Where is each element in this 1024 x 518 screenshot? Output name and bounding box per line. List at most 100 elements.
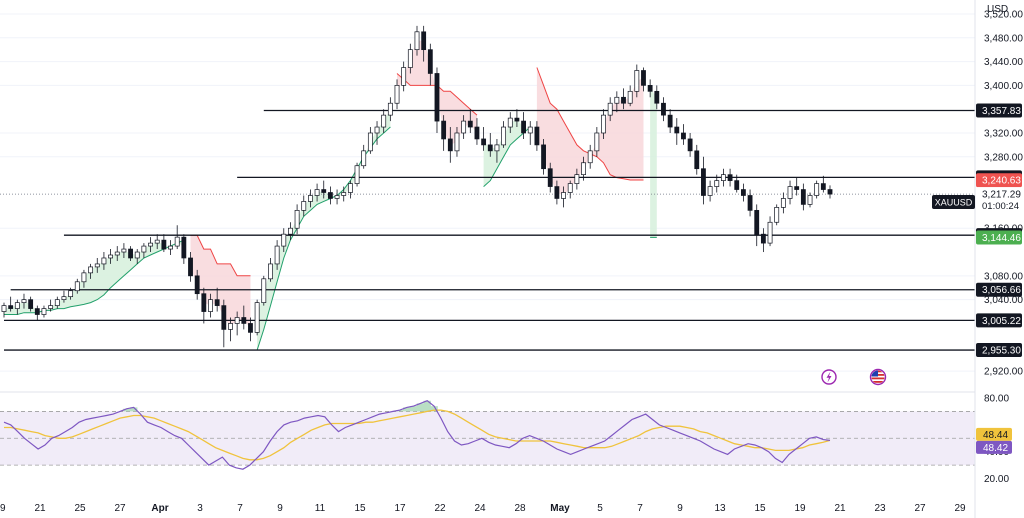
candle (487, 132, 493, 157)
candle (454, 127, 460, 157)
candle-body (101, 257, 107, 265)
time-tick-label: May (550, 503, 570, 514)
candle (481, 127, 487, 151)
rsi-band (0, 411, 975, 466)
candle-body (421, 31, 427, 51)
candle (374, 121, 380, 145)
candle (641, 67, 646, 92)
candle-body (34, 308, 40, 315)
time-tick-label: 19 (794, 503, 806, 514)
price-tick-label: 3,400.00 (984, 81, 1023, 92)
trailing-stop-area (190, 235, 251, 328)
candle (41, 305, 47, 318)
candle (461, 115, 467, 139)
candle-body (587, 150, 593, 164)
candle (820, 175, 826, 193)
candle (161, 234, 167, 253)
candle (581, 156, 586, 181)
candle-body (321, 189, 327, 193)
candle (101, 252, 107, 270)
candle-body (327, 192, 333, 199)
us-flag-event-icon[interactable] (869, 368, 887, 386)
candle-body (401, 67, 407, 86)
candle (647, 79, 653, 98)
price-badge-trail: 3,240.63 (976, 173, 1022, 188)
candle (561, 186, 566, 208)
candle (68, 287, 74, 300)
time-tick-label: 17 (394, 503, 406, 514)
candle-body (214, 299, 220, 306)
candle (88, 263, 94, 279)
candle (154, 234, 160, 250)
candle-body (687, 138, 693, 152)
price-labels: 3,357.833,245.403,240.633,217.2901:00:24… (976, 103, 1022, 454)
candle-body (241, 317, 247, 324)
rsi-line (3, 400, 831, 470)
price-badge-text: 3,005.22 (982, 316, 1021, 327)
candle-body (574, 174, 580, 184)
trailing-stop-area (650, 88, 657, 238)
candle-body (8, 305, 14, 309)
candle (141, 243, 147, 258)
time-tick-label: 7 (637, 503, 643, 514)
candle-body (41, 308, 47, 315)
candle (721, 168, 726, 187)
candle-body (108, 254, 113, 259)
candle-body (394, 85, 400, 104)
candle-body (541, 144, 546, 170)
candle-body (707, 186, 713, 196)
candle-body (501, 126, 507, 146)
symbol-badge (932, 195, 975, 209)
candle-body (820, 183, 826, 190)
candle-body (208, 299, 213, 312)
candle (474, 118, 480, 145)
candle-body (594, 132, 600, 152)
candle (427, 43, 433, 86)
time-tick-label: 25 (74, 503, 86, 514)
time-axis[interactable]: 19 21 25 27 Apr 3 7 9 11 15 17 22 24 28 May 5 7 9 13 15 19 21… (0, 503, 966, 514)
price-tick-label: 3,520.00 (984, 9, 1023, 20)
currency-label: USD (987, 4, 1008, 15)
candle (601, 109, 606, 139)
candle (754, 204, 760, 247)
candle-body (48, 305, 54, 309)
candle (800, 183, 806, 211)
candle (268, 257, 273, 282)
candle (354, 162, 360, 187)
price-tick-label: 3,480.00 (984, 33, 1023, 44)
candle-body (148, 242, 153, 247)
candle (314, 183, 320, 202)
candle (674, 118, 680, 145)
lightning-event-icon[interactable] (821, 369, 837, 385)
price-tick-label: 3,040.00 (984, 295, 1023, 306)
trailing-stop-line (4, 239, 185, 315)
candle (134, 249, 140, 264)
candle-body (694, 150, 700, 170)
candle (254, 299, 260, 336)
candle-body (281, 233, 287, 247)
candle (760, 228, 766, 253)
candle-body (434, 73, 440, 122)
candle (401, 61, 407, 92)
candle (361, 144, 367, 169)
candle (574, 168, 580, 190)
candle (188, 252, 193, 282)
candle (774, 204, 780, 226)
candle (627, 85, 633, 107)
horizontal-levels[interactable] (4, 109, 975, 351)
candle (194, 269, 200, 300)
candles[interactable] (1, 25, 833, 348)
candle-body (567, 183, 573, 193)
candle-body (334, 195, 340, 199)
candle-body (734, 180, 740, 190)
candle (128, 246, 133, 261)
candle-body (614, 96, 620, 104)
price-badge-bg (976, 282, 1022, 297)
price-badge-bg (976, 103, 1022, 118)
candle (434, 67, 440, 133)
candle-body (721, 174, 726, 181)
time-tick-label: 7 (237, 503, 243, 514)
candle (228, 317, 233, 342)
